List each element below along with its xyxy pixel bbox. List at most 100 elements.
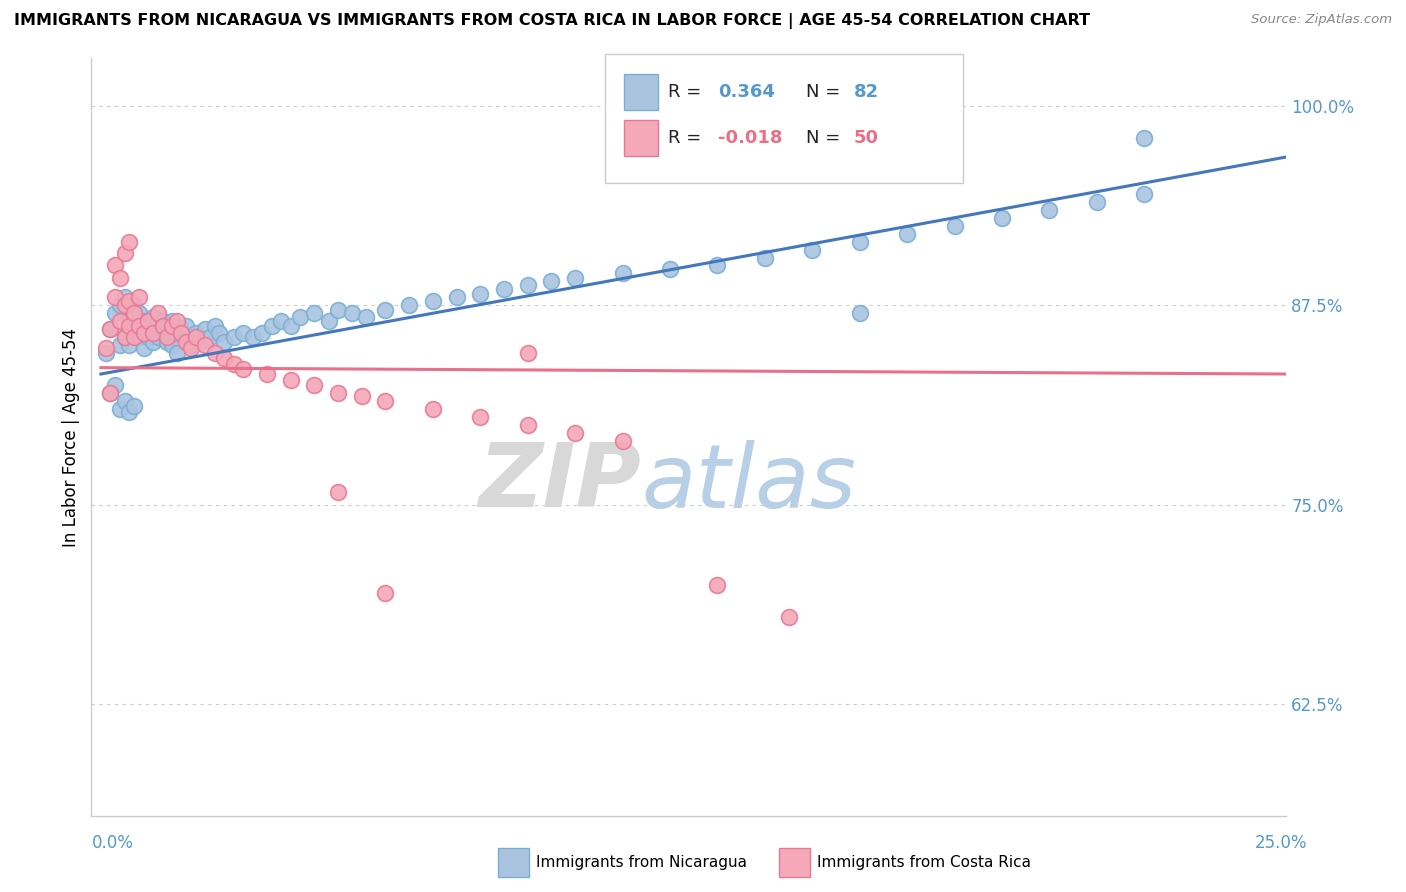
Text: IMMIGRANTS FROM NICARAGUA VS IMMIGRANTS FROM COSTA RICA IN LABOR FORCE | AGE 45-: IMMIGRANTS FROM NICARAGUA VS IMMIGRANTS … bbox=[14, 13, 1090, 29]
Point bbox=[118, 293, 141, 308]
Point bbox=[114, 330, 136, 344]
Point bbox=[132, 314, 155, 328]
Text: 0.364: 0.364 bbox=[718, 83, 775, 101]
Point bbox=[104, 290, 127, 304]
Point bbox=[1085, 194, 1108, 209]
Point bbox=[174, 319, 197, 334]
Point bbox=[94, 342, 117, 356]
Point bbox=[422, 293, 444, 308]
Point bbox=[160, 338, 183, 352]
Point bbox=[374, 394, 396, 409]
Point bbox=[104, 378, 127, 392]
Text: Immigrants from Costa Rica: Immigrants from Costa Rica bbox=[817, 855, 1031, 870]
Point bbox=[222, 330, 245, 344]
Point bbox=[108, 402, 131, 417]
Point bbox=[848, 306, 870, 320]
Point bbox=[212, 335, 235, 350]
Text: Immigrants from Nicaragua: Immigrants from Nicaragua bbox=[536, 855, 747, 870]
Point bbox=[128, 319, 150, 334]
Point bbox=[564, 426, 586, 441]
Point bbox=[132, 342, 155, 356]
Point bbox=[166, 346, 188, 360]
Point bbox=[122, 330, 145, 344]
Point bbox=[118, 405, 141, 419]
Point bbox=[564, 271, 586, 285]
Point bbox=[128, 330, 150, 344]
Point bbox=[374, 303, 396, 318]
Point bbox=[1038, 202, 1060, 217]
Text: ZIP: ZIP bbox=[478, 439, 641, 526]
Point bbox=[146, 319, 169, 334]
Point bbox=[270, 314, 292, 328]
Point bbox=[118, 338, 141, 352]
Text: N =: N = bbox=[806, 129, 839, 147]
Point bbox=[612, 434, 634, 448]
Point bbox=[801, 243, 824, 257]
Point bbox=[250, 326, 273, 340]
Point bbox=[108, 271, 131, 285]
Point bbox=[170, 326, 193, 340]
Point bbox=[146, 330, 169, 344]
Point bbox=[152, 314, 174, 328]
Point bbox=[1133, 130, 1156, 145]
Point bbox=[232, 326, 254, 340]
Point bbox=[659, 261, 682, 276]
Point bbox=[232, 362, 254, 376]
Point bbox=[114, 298, 136, 312]
Point bbox=[114, 394, 136, 409]
Point bbox=[374, 585, 396, 599]
Point bbox=[146, 306, 169, 320]
Point bbox=[342, 306, 364, 320]
Point bbox=[706, 259, 728, 273]
Point bbox=[260, 319, 283, 334]
Point bbox=[136, 330, 159, 344]
Point bbox=[470, 287, 492, 301]
Point bbox=[350, 389, 373, 403]
Point bbox=[104, 259, 127, 273]
Text: 50: 50 bbox=[853, 129, 879, 147]
Point bbox=[132, 326, 155, 340]
Point bbox=[194, 322, 217, 336]
Point bbox=[943, 219, 966, 233]
Point bbox=[256, 367, 278, 381]
Point bbox=[166, 326, 188, 340]
Point bbox=[326, 303, 349, 318]
Point bbox=[848, 235, 870, 249]
Point bbox=[122, 399, 145, 413]
Point bbox=[778, 609, 800, 624]
Point bbox=[122, 322, 145, 336]
Point bbox=[991, 211, 1014, 225]
Point bbox=[422, 402, 444, 417]
Point bbox=[118, 314, 141, 328]
Point bbox=[118, 319, 141, 334]
Point bbox=[1133, 186, 1156, 201]
Point bbox=[184, 326, 207, 340]
Point bbox=[114, 290, 136, 304]
Point bbox=[128, 306, 150, 320]
Point bbox=[174, 335, 197, 350]
Point bbox=[318, 314, 340, 328]
Point bbox=[114, 245, 136, 260]
Y-axis label: In Labor Force | Age 45-54: In Labor Force | Age 45-54 bbox=[62, 327, 80, 547]
Point bbox=[98, 386, 121, 401]
Point bbox=[198, 330, 221, 344]
Point bbox=[190, 335, 212, 350]
Point bbox=[222, 358, 245, 372]
Point bbox=[470, 410, 492, 425]
Text: 82: 82 bbox=[853, 83, 879, 101]
Point bbox=[184, 330, 207, 344]
Text: R =: R = bbox=[668, 129, 702, 147]
Point bbox=[170, 322, 193, 336]
Point bbox=[104, 306, 127, 320]
Point bbox=[136, 314, 159, 328]
Point bbox=[114, 330, 136, 344]
Text: R =: R = bbox=[668, 83, 702, 101]
Text: 0.0%: 0.0% bbox=[91, 834, 134, 852]
Point bbox=[540, 275, 562, 289]
Point bbox=[160, 319, 183, 334]
Point bbox=[98, 322, 121, 336]
Point bbox=[156, 330, 179, 344]
Point bbox=[212, 351, 235, 365]
Point bbox=[446, 290, 468, 304]
Text: 25.0%: 25.0% bbox=[1256, 834, 1308, 852]
